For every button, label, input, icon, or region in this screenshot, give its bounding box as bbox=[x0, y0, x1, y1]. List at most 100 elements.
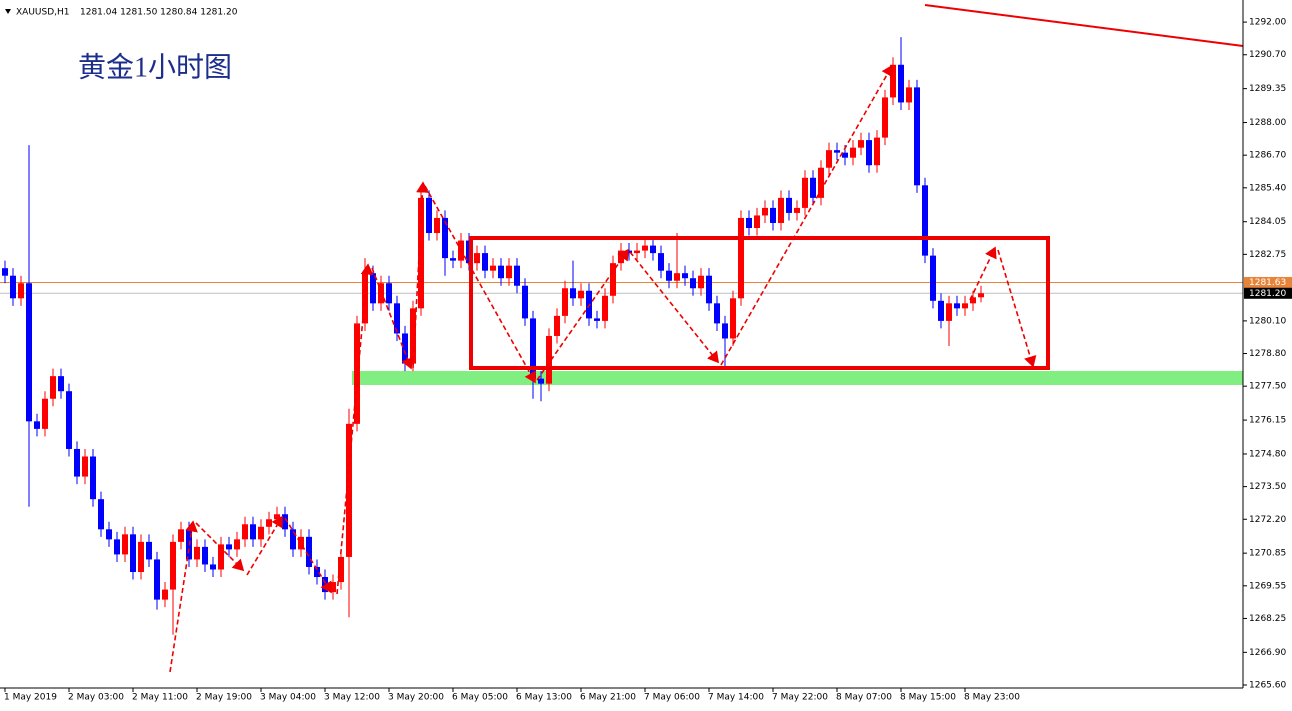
candle-body bbox=[674, 273, 680, 281]
candle-body bbox=[818, 167, 824, 198]
y-tick-label: 1272.20 bbox=[1249, 515, 1286, 525]
candle-body bbox=[514, 265, 520, 286]
arrow bbox=[536, 248, 629, 381]
candle-body bbox=[962, 303, 968, 309]
candle-body bbox=[138, 541, 144, 572]
candle-body bbox=[938, 300, 944, 321]
arrow bbox=[424, 185, 536, 384]
x-tick-label: 3 May 12:00 bbox=[324, 693, 380, 703]
candle-body bbox=[378, 283, 384, 304]
candle-body bbox=[106, 529, 112, 540]
candle-body bbox=[346, 423, 352, 557]
price-tag bbox=[1244, 287, 1292, 299]
support-band bbox=[352, 371, 1243, 385]
candle-body bbox=[650, 245, 656, 254]
candle-body bbox=[258, 526, 264, 540]
price-tag-label: 1281.20 bbox=[1249, 289, 1286, 299]
menu-icon[interactable] bbox=[5, 9, 11, 14]
y-tick-label: 1289.35 bbox=[1249, 84, 1286, 94]
candle-body bbox=[506, 265, 512, 279]
candle-body bbox=[690, 278, 696, 289]
candle-body bbox=[314, 566, 320, 578]
candle-body bbox=[114, 539, 120, 555]
x-tick-label: 2 May 03:00 bbox=[68, 693, 124, 703]
candle-body bbox=[402, 333, 408, 364]
candle-body bbox=[858, 140, 864, 148]
y-tick-label: 1286.70 bbox=[1249, 151, 1286, 161]
candle-body bbox=[594, 318, 600, 321]
candle-body bbox=[370, 273, 376, 304]
candle-body bbox=[746, 217, 752, 228]
candle-body bbox=[170, 541, 176, 590]
candle-body bbox=[906, 87, 912, 103]
candle-body bbox=[698, 275, 704, 289]
candle-body bbox=[298, 536, 304, 550]
candle-body bbox=[266, 519, 272, 527]
candle-body bbox=[410, 308, 416, 364]
price-tag bbox=[1244, 276, 1292, 288]
candle-body bbox=[850, 147, 856, 158]
candle-body bbox=[738, 217, 744, 299]
candle-body bbox=[306, 536, 312, 567]
candle-body bbox=[610, 263, 616, 296]
candle-body bbox=[658, 253, 664, 271]
y-tick-label: 1284.05 bbox=[1249, 217, 1286, 227]
candle-body bbox=[210, 564, 216, 570]
annotation-title: 黄金1小时图 bbox=[78, 51, 232, 83]
candle-body bbox=[890, 64, 896, 98]
candle-body bbox=[162, 589, 168, 600]
candle-body bbox=[442, 217, 448, 259]
y-tick-label: 1266.90 bbox=[1249, 648, 1286, 658]
candle-body bbox=[338, 556, 344, 583]
candle-body bbox=[946, 303, 952, 321]
candle-body bbox=[50, 376, 56, 399]
arrow bbox=[336, 263, 374, 595]
candle-body bbox=[330, 582, 336, 593]
y-tick-label: 1292.00 bbox=[1249, 18, 1286, 28]
candle-body bbox=[930, 255, 936, 301]
x-tick-label: 7 May 14:00 bbox=[708, 693, 764, 703]
arrow bbox=[195, 522, 245, 572]
y-tick-label: 1288.00 bbox=[1249, 118, 1286, 128]
candle-body bbox=[842, 152, 848, 158]
candle-body bbox=[146, 541, 152, 560]
x-tick-label: 3 May 20:00 bbox=[388, 693, 444, 703]
candle-body bbox=[10, 275, 16, 299]
candle-body bbox=[418, 197, 424, 309]
candle-body bbox=[826, 150, 832, 168]
candle-body bbox=[786, 197, 792, 213]
x-tick-label: 8 May 15:00 bbox=[900, 693, 956, 703]
candle-body bbox=[546, 335, 552, 384]
arrow bbox=[997, 249, 1037, 368]
candle-body bbox=[202, 546, 208, 565]
candle-body bbox=[58, 376, 64, 392]
arrow bbox=[284, 517, 332, 594]
x-tick-label: 7 May 06:00 bbox=[644, 693, 700, 703]
candle-body bbox=[866, 140, 872, 166]
candle-body bbox=[578, 290, 584, 299]
candle-body bbox=[354, 323, 360, 424]
candle-body bbox=[98, 499, 104, 530]
x-tick-label: 3 May 04:00 bbox=[260, 693, 316, 703]
candle-body bbox=[810, 177, 816, 198]
candle-body bbox=[538, 378, 544, 384]
candle-body bbox=[394, 303, 400, 334]
arrow bbox=[412, 181, 429, 369]
candles bbox=[2, 37, 984, 635]
y-tick-label: 1285.40 bbox=[1249, 183, 1286, 193]
candle-body bbox=[42, 398, 48, 429]
candle-body bbox=[626, 250, 632, 254]
y-tick-label: 1290.70 bbox=[1249, 50, 1286, 60]
candle-body bbox=[234, 539, 240, 550]
candle-body bbox=[34, 421, 40, 429]
candle-body bbox=[218, 544, 224, 570]
candle-body bbox=[914, 87, 920, 186]
candle-body bbox=[834, 150, 840, 153]
candle-body bbox=[778, 197, 784, 223]
candle-body bbox=[82, 456, 88, 477]
candle-body bbox=[722, 323, 728, 339]
x-tick-label: 8 May 23:00 bbox=[964, 693, 1020, 703]
x-tick-label: 1 May 2019 bbox=[4, 693, 57, 703]
